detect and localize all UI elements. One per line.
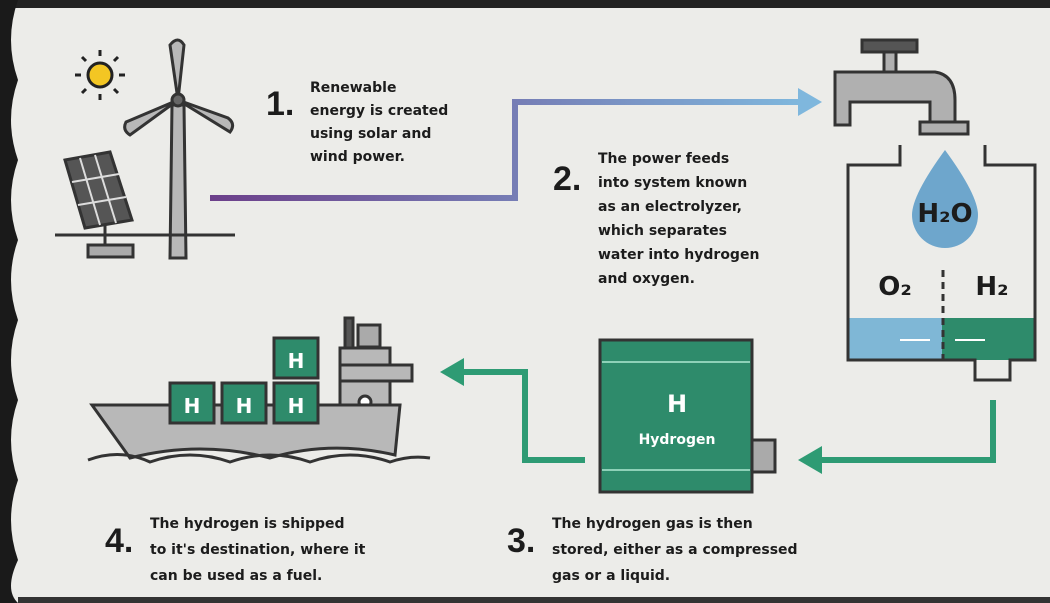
container-label: H: [288, 394, 305, 418]
step-text: The hydrogen is shipped: [150, 516, 345, 532]
step-text: Renewable: [310, 80, 396, 96]
step-text: wind power.: [310, 149, 405, 165]
electrolyzer: [846, 145, 1037, 382]
step-text: The power feeds: [598, 151, 729, 167]
step-text: energy is created: [310, 103, 448, 119]
step-text: to it's destination, where it: [150, 542, 366, 558]
wind-turbine: [123, 38, 235, 260]
power-line: [210, 99, 800, 201]
container-label: H: [184, 394, 201, 418]
step-number: 4.: [105, 522, 133, 560]
step-number: 2.: [553, 160, 581, 198]
hydrogen-label: H₂: [975, 272, 1008, 302]
step-text: which separates: [598, 223, 727, 239]
hydrogen-tank: [598, 338, 777, 494]
step-text: into system known: [598, 175, 747, 191]
step-text: gas or a liquid.: [552, 568, 670, 584]
step-number: 3.: [507, 522, 535, 560]
step-text: as an electrolyzer,: [598, 199, 742, 215]
solar-panel: [63, 150, 135, 259]
step-text: using solar and: [310, 126, 431, 142]
faucet: [833, 38, 970, 136]
bottom-edge: [18, 597, 1050, 603]
flow-arrow: [820, 400, 996, 463]
oxygen-label: O₂: [878, 272, 912, 302]
top-edge: [0, 0, 1050, 8]
tank-symbol: H: [667, 390, 687, 418]
left-edge: [0, 0, 18, 603]
arrow-head: [440, 358, 464, 386]
step-text: and oxygen.: [598, 271, 695, 287]
water-label: H₂O: [917, 199, 972, 229]
step-number: 1.: [266, 85, 294, 123]
container-label: H: [288, 349, 305, 373]
step-text: water into hydrogen: [598, 247, 759, 263]
tank-name: Hydrogen: [639, 432, 716, 448]
step-text: can be used as a fuel.: [150, 568, 322, 584]
container-label: H: [236, 394, 253, 418]
containers: [168, 336, 320, 425]
step-text: stored, either as a compressed: [552, 542, 798, 558]
arrow-head: [798, 446, 822, 474]
sun: [75, 50, 125, 100]
flow-arrow: [462, 369, 585, 463]
step-text: The hydrogen gas is then: [552, 516, 753, 532]
arrow-head: [798, 88, 822, 116]
